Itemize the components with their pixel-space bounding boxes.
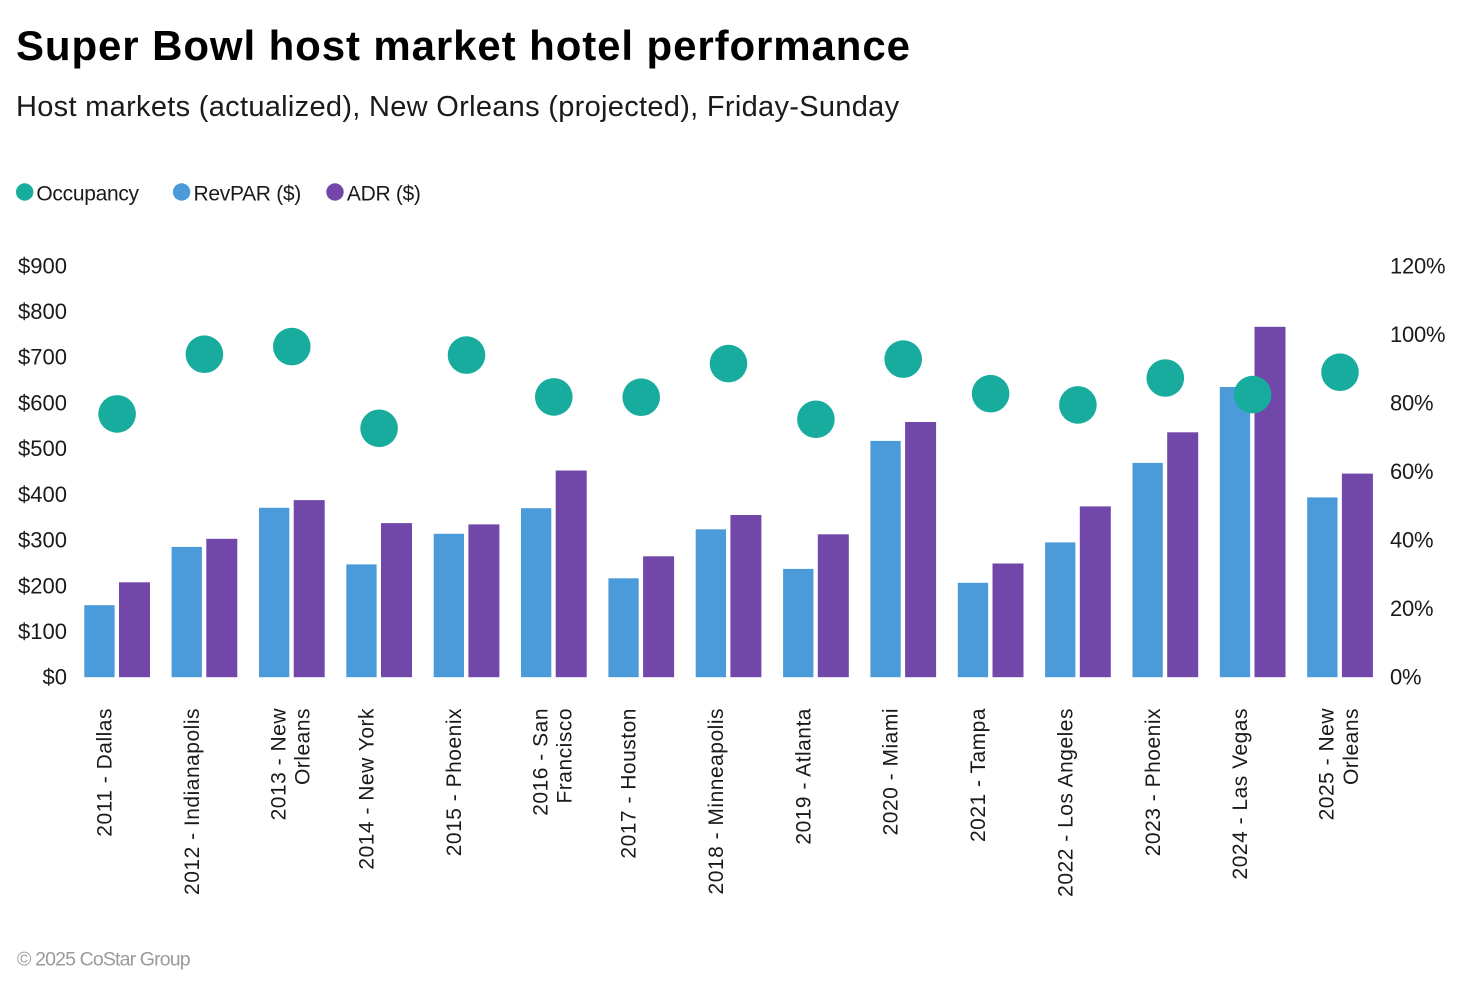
svg-text:$500: $500 xyxy=(18,436,67,461)
svg-text:Host markets (actualized), New: Host markets (actualized), New Orleans (… xyxy=(16,91,900,123)
svg-text:80%: 80% xyxy=(1390,390,1433,415)
svg-text:ADR ($): ADR ($) xyxy=(347,183,421,206)
svg-text:60%: 60% xyxy=(1390,459,1433,484)
svg-text:$200: $200 xyxy=(18,573,67,598)
svg-text:2019 - Atlanta: 2019 - Atlanta xyxy=(792,708,815,845)
svg-text:$400: $400 xyxy=(18,482,67,507)
svg-text:Orleans: Orleans xyxy=(292,708,315,785)
svg-text:© 2025 CoStar Group: © 2025 CoStar Group xyxy=(17,949,191,971)
svg-text:Occupancy: Occupancy xyxy=(36,183,139,206)
svg-text:2022 - Los Angeles: 2022 - Los Angeles xyxy=(1054,708,1077,897)
svg-text:Super Bowl host market hotel p: Super Bowl host market hotel performance xyxy=(16,22,911,69)
svg-text:2011 - Dallas: 2011 - Dallas xyxy=(94,708,117,837)
svg-text:2013 - New: 2013 - New xyxy=(267,708,290,821)
svg-text:40%: 40% xyxy=(1390,528,1433,553)
svg-text:0%: 0% xyxy=(1390,665,1421,690)
svg-text:2020 - Miami: 2020 - Miami xyxy=(880,708,903,835)
svg-text:20%: 20% xyxy=(1390,596,1433,621)
svg-text:2014 - New York: 2014 - New York xyxy=(356,708,379,870)
svg-text:2018 - Minneapolis: 2018 - Minneapolis xyxy=(705,708,728,894)
svg-text:2024 - Las Vegas: 2024 - Las Vegas xyxy=(1229,708,1252,879)
svg-text:2012 - Indianapolis: 2012 - Indianapolis xyxy=(181,708,204,895)
svg-text:Francisco: Francisco xyxy=(554,708,577,804)
svg-text:$600: $600 xyxy=(18,390,67,415)
svg-text:120%: 120% xyxy=(1390,253,1445,278)
svg-text:$900: $900 xyxy=(18,253,67,278)
svg-text:2015 - Phoenix: 2015 - Phoenix xyxy=(443,708,466,856)
svg-text:$800: $800 xyxy=(18,299,67,324)
svg-text:$700: $700 xyxy=(18,345,67,370)
svg-text:$100: $100 xyxy=(18,619,67,644)
svg-text:RevPAR ($): RevPAR ($) xyxy=(194,183,301,206)
svg-text:$0: $0 xyxy=(43,665,67,690)
svg-text:2023 - Phoenix: 2023 - Phoenix xyxy=(1142,708,1165,856)
svg-text:2025 - New: 2025 - New xyxy=(1316,708,1339,821)
svg-text:2017 - Houston: 2017 - Houston xyxy=(618,708,641,859)
svg-text:$300: $300 xyxy=(18,528,67,553)
svg-text:2016 - San: 2016 - San xyxy=(529,708,552,816)
svg-text:100%: 100% xyxy=(1390,322,1445,347)
svg-text:Orleans: Orleans xyxy=(1340,708,1363,785)
svg-text:2021 - Tampa: 2021 - Tampa xyxy=(967,708,990,842)
